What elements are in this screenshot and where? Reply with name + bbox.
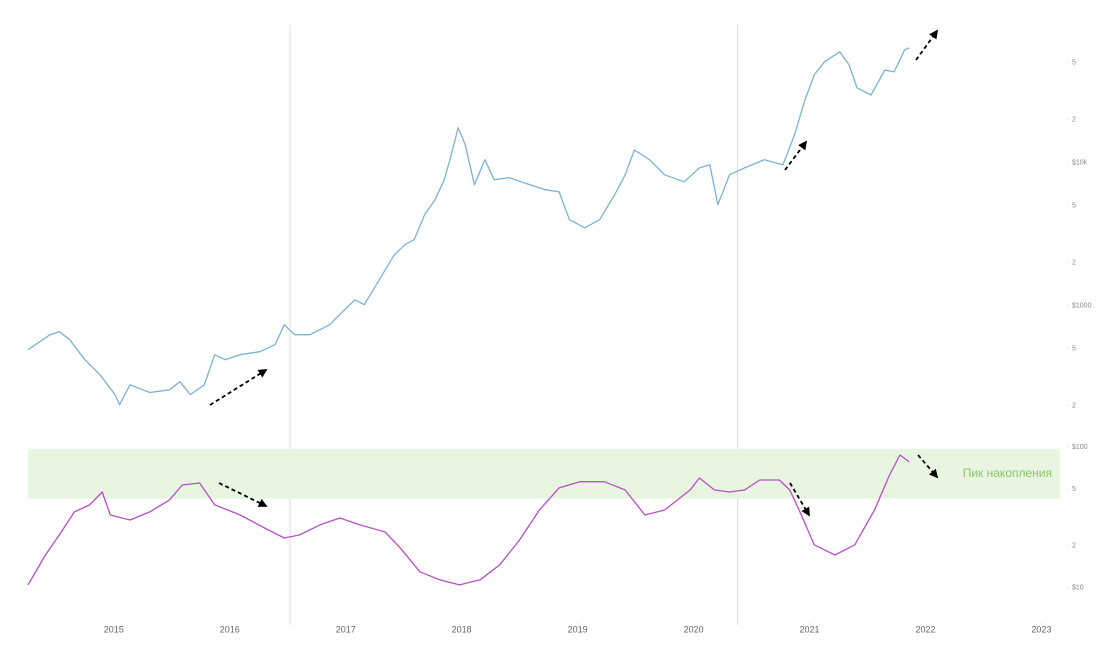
y-tick-label: 2 — [1072, 542, 1076, 549]
x-tick-label: 2015 — [104, 624, 124, 634]
x-tick-label: 2019 — [568, 624, 588, 634]
trend-arrows — [209, 29, 939, 517]
y-tick-label: $100 — [1072, 444, 1088, 451]
x-tick-label: 2021 — [800, 624, 820, 634]
x-tick-label: 2022 — [915, 624, 935, 634]
arrow — [218, 482, 268, 507]
y-tick-label: 2 — [1072, 117, 1076, 124]
y-tick-label: 2 — [1072, 402, 1076, 409]
y-tick-label: 5 — [1072, 203, 1076, 210]
arrow — [789, 482, 810, 517]
y-tick-label: 5 — [1072, 346, 1076, 353]
arrow — [915, 29, 939, 61]
x-tick-label: 2017 — [336, 624, 356, 634]
series-line — [27, 47, 910, 406]
band-label: Пик накопления — [963, 466, 1052, 480]
series-line — [27, 454, 910, 586]
accumulation-band — [28, 448, 1060, 499]
arrow — [917, 454, 939, 479]
x-tick-label: 2020 — [684, 624, 704, 634]
y-tick-label: $1000 — [1072, 303, 1092, 310]
x-tick-label: 2016 — [220, 624, 240, 634]
y-tick-label: 2 — [1072, 260, 1076, 267]
x-tick-label: 2018 — [452, 624, 472, 634]
y-tick-label: $10 — [1072, 585, 1084, 592]
x-tick-label: 2023 — [1031, 624, 1051, 634]
plot-area: 2 5 $1000 2 5 $10k 2 5 Пик накопления $10 2 5 $100 20… — [27, 25, 1092, 634]
arrow — [209, 369, 268, 406]
y-tick-label: 5 — [1072, 486, 1076, 493]
y-tick-label: 5 — [1072, 60, 1076, 67]
arrow — [784, 140, 808, 171]
y-tick-label: $10k — [1072, 160, 1088, 167]
